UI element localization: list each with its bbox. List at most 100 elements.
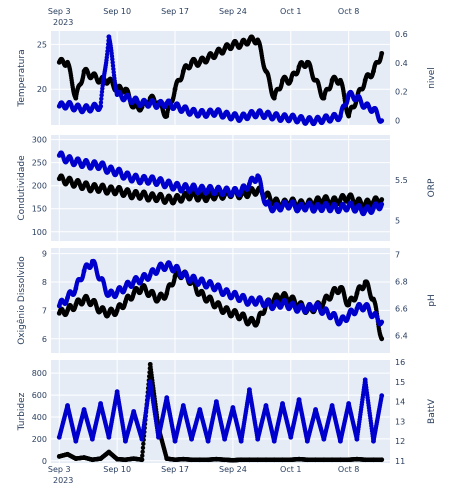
right-tick-label: 0.4 <box>395 59 408 68</box>
data-point <box>222 112 228 118</box>
data-point <box>99 92 104 98</box>
data-point <box>56 152 62 158</box>
data-point <box>213 188 219 193</box>
right-axis-label: ORP <box>427 178 437 197</box>
data-point <box>296 116 302 122</box>
series-2 <box>56 258 385 327</box>
right-tick-label: 6.4 <box>395 332 408 341</box>
data-point <box>329 77 335 83</box>
right-tick-label: 0.6 <box>395 30 408 39</box>
data-point <box>104 52 110 57</box>
left-tick-label: 6 <box>42 335 47 344</box>
data-point <box>172 86 178 92</box>
right-tick-label: 5 <box>395 217 400 226</box>
data-point <box>147 100 153 106</box>
bottom-year-label: 2023 <box>53 476 73 485</box>
data-point <box>280 115 285 121</box>
data-point <box>271 205 277 211</box>
data-point <box>321 299 327 305</box>
data-point <box>238 115 244 121</box>
data-point <box>255 319 261 325</box>
data-point <box>337 205 343 211</box>
data-point <box>354 205 360 211</box>
data-point <box>371 68 376 74</box>
data-point <box>65 157 70 162</box>
data-point <box>379 118 385 124</box>
right-axis-label: pH <box>427 294 437 306</box>
data-point <box>321 116 327 122</box>
data-point <box>205 296 211 302</box>
x-tick-label-top: Oct 8 <box>338 7 359 16</box>
right-tick-label: 0.2 <box>395 88 408 97</box>
data-point <box>337 113 343 119</box>
data-point <box>180 185 186 191</box>
data-point <box>371 205 376 211</box>
data-point <box>346 113 352 119</box>
data-point <box>111 66 116 72</box>
data-point <box>73 180 79 186</box>
series-2 <box>56 150 385 217</box>
data-point <box>197 194 203 200</box>
data-point <box>131 192 137 198</box>
data-point <box>321 197 327 202</box>
data-point <box>172 273 178 279</box>
data-point <box>65 178 70 184</box>
data-point <box>81 296 87 302</box>
x-tick-label-top: Sep 17 <box>161 7 189 16</box>
data-point <box>180 194 186 200</box>
left-tick-label: 7 <box>42 306 47 315</box>
x-tick-label-top: Sep 10 <box>103 7 131 16</box>
data-point <box>89 299 95 305</box>
x-tick-label-bottom: Sep 3 <box>48 465 71 474</box>
data-point <box>98 103 104 109</box>
data-point <box>371 296 376 302</box>
data-point <box>205 111 211 116</box>
data-point <box>81 68 87 74</box>
series-1 <box>56 34 385 119</box>
data-point <box>164 100 170 106</box>
data-point <box>213 302 219 308</box>
data-point <box>205 55 211 61</box>
data-point <box>131 98 137 103</box>
data-point <box>313 77 318 83</box>
data-point <box>205 187 211 193</box>
data-point <box>313 118 318 124</box>
data-point <box>280 203 285 209</box>
data-point <box>180 68 186 74</box>
data-point <box>172 183 178 189</box>
data-point <box>89 105 95 111</box>
data-point <box>255 111 261 116</box>
right-tick-label: 7 <box>395 251 400 260</box>
data-point <box>362 279 368 285</box>
data-point <box>222 308 228 313</box>
data-point <box>197 111 203 116</box>
data-point <box>329 291 335 296</box>
data-point <box>230 113 236 119</box>
data-point <box>255 173 261 179</box>
right-tick-label: 5.5 <box>395 176 408 185</box>
data-point <box>255 37 261 43</box>
data-point <box>81 161 87 166</box>
data-point <box>81 183 87 189</box>
data-point <box>131 175 137 181</box>
data-point <box>280 293 285 299</box>
series-2 <box>56 34 385 127</box>
left-axis-label: Temperatura <box>17 49 27 107</box>
data-point <box>172 103 178 109</box>
plot-area <box>51 248 390 353</box>
left-tick-label: 8 <box>42 278 47 287</box>
data-point <box>106 77 112 83</box>
data-point <box>222 188 228 194</box>
data-point <box>197 59 203 65</box>
data-point <box>164 113 170 119</box>
x-tick-label-bottom: Oct 8 <box>338 465 359 474</box>
x-tick-label-bottom: Oct 1 <box>280 465 301 474</box>
data-point <box>156 194 161 200</box>
data-point <box>139 177 145 183</box>
data-point <box>271 95 277 101</box>
data-point <box>89 73 95 79</box>
right-tick-label: 6.8 <box>395 278 408 287</box>
data-point <box>56 59 62 65</box>
data-point <box>288 115 294 121</box>
